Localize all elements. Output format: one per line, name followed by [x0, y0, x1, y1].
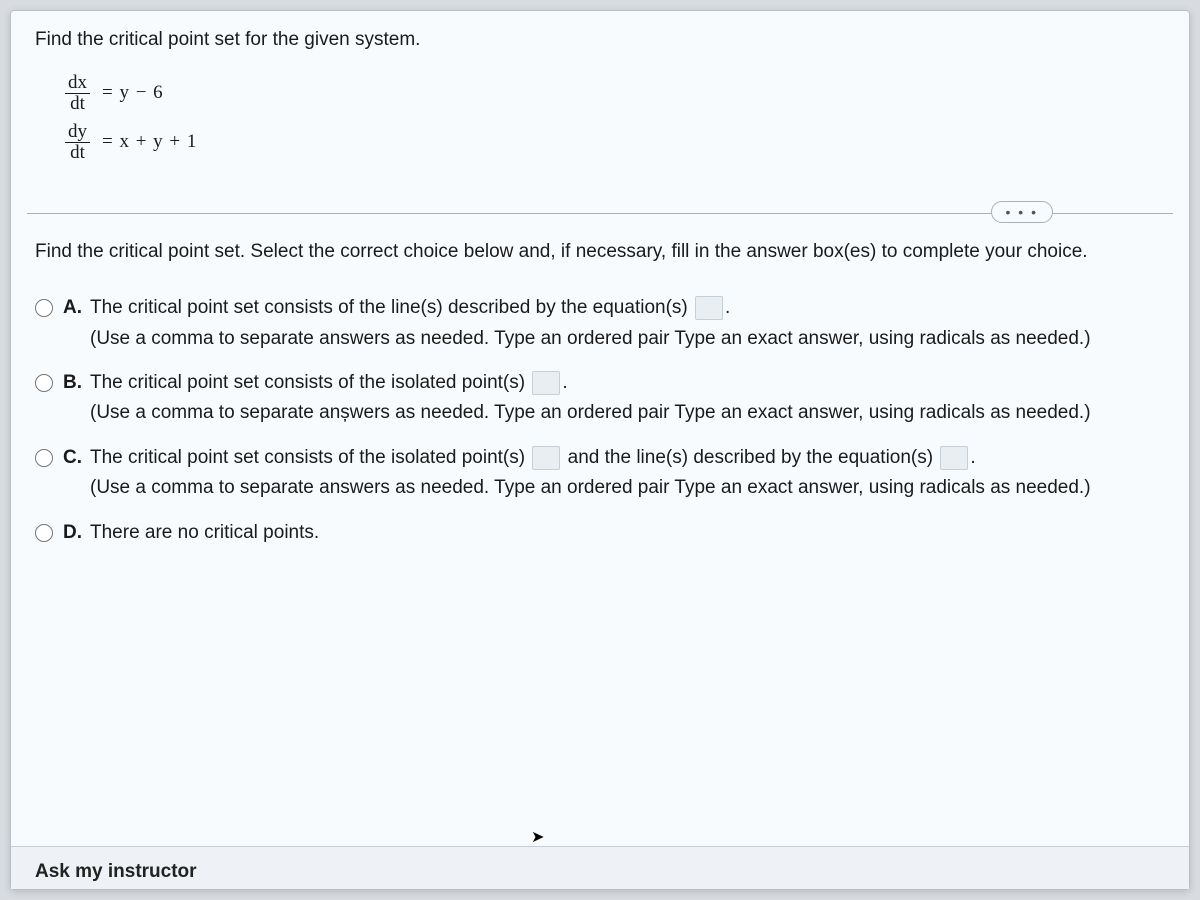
choice-d-radio[interactable]	[35, 524, 53, 542]
choice-letter: D.	[63, 518, 82, 548]
choice-body: There are no critical points.	[90, 518, 1165, 548]
choice-d[interactable]: D. There are no critical points.	[35, 518, 1165, 548]
choice-letter: C.	[63, 443, 82, 473]
answer-input-box[interactable]	[532, 446, 560, 470]
expand-ellipsis-button[interactable]: • • •	[991, 201, 1053, 223]
choice-text-before: The critical point set consists of the i…	[90, 372, 530, 393]
choice-text-after: .	[970, 447, 975, 468]
fraction-numerator: dx	[65, 73, 90, 94]
ask-instructor-button[interactable]: Ask my instructor	[35, 861, 197, 882]
choice-letter: A.	[63, 293, 82, 323]
choice-body: The critical point set consists of the i…	[90, 368, 1165, 429]
fraction-denominator: dt	[67, 94, 88, 114]
cursor-icon: ➤	[531, 827, 544, 847]
choice-body: The critical point set consists of the i…	[90, 443, 1165, 504]
choice-body: The critical point set consists of the l…	[90, 293, 1165, 354]
choice-hint: (Use a comma to separate answers as need…	[90, 473, 1165, 503]
question-prompt: Find the critical point set for the give…	[11, 11, 1189, 65]
question-panel: Find the critical point set for the give…	[10, 10, 1190, 890]
choice-text-before: The critical point set consists of the l…	[90, 297, 693, 318]
choice-hint: (Use a comma to separate anșwers as need…	[90, 398, 1165, 428]
choice-b-radio[interactable]	[35, 374, 53, 392]
fraction-denominator: dt	[67, 143, 88, 163]
choice-a-radio[interactable]	[35, 299, 53, 317]
equation-block: dx dt = y − 6 dy dt = x + y + 1	[11, 65, 1189, 189]
choice-letter: B.	[63, 368, 82, 398]
fraction-dx-dt: dx dt	[65, 73, 90, 114]
choice-b[interactable]: B. The critical point set consists of th…	[35, 368, 1165, 429]
fraction-numerator: dy	[65, 122, 90, 143]
choice-list: A. The critical point set consists of th…	[11, 283, 1189, 562]
choice-text-after: .	[562, 372, 567, 393]
footer-bar: Ask my instructor	[11, 846, 1189, 889]
answer-input-box[interactable]	[940, 446, 968, 470]
choice-hint: (Use a comma to separate answers as need…	[90, 324, 1165, 354]
fraction-dy-dt: dy dt	[65, 122, 90, 163]
choice-text-after: .	[725, 297, 730, 318]
answer-input-box[interactable]	[532, 371, 560, 395]
answer-instructions: Find the critical point set. Select the …	[11, 238, 1189, 284]
choice-text-before: The critical point set consists of the i…	[90, 447, 530, 468]
equation-2: dy dt = x + y + 1	[65, 122, 1165, 163]
choice-a[interactable]: A. The critical point set consists of th…	[35, 293, 1165, 354]
equation-1: dx dt = y − 6	[65, 73, 1165, 114]
answer-input-box[interactable]	[695, 296, 723, 320]
choice-c-radio[interactable]	[35, 449, 53, 467]
choice-c[interactable]: C. The critical point set consists of th…	[35, 443, 1165, 504]
choice-text-before: There are no critical points.	[90, 522, 319, 543]
section-divider: • • •	[27, 213, 1173, 214]
equation-rhs: = y − 6	[102, 82, 164, 104]
equation-rhs: = x + y + 1	[102, 131, 197, 153]
choice-text-mid: and the line(s) described by the equatio…	[568, 447, 939, 468]
